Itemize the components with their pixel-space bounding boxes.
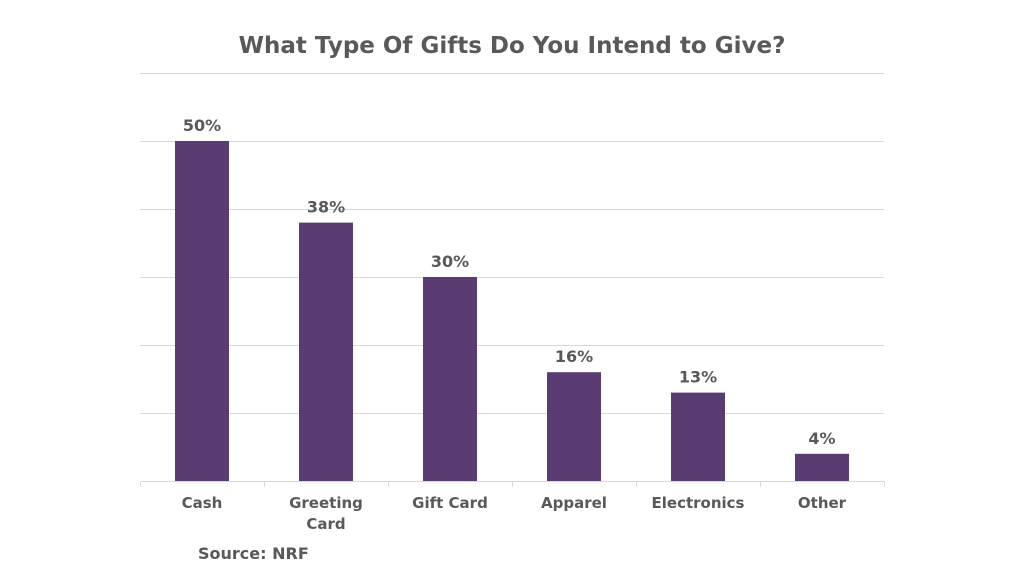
data-label: 16%: [555, 347, 593, 366]
bar: [671, 392, 725, 481]
bar: [423, 277, 477, 481]
bar: [175, 141, 229, 481]
data-label: 4%: [808, 429, 835, 448]
gridlines: [140, 73, 884, 414]
data-label: 50%: [183, 116, 221, 135]
data-label: 30%: [431, 252, 469, 271]
chart-title: What Type Of Gifts Do You Intend to Give…: [239, 33, 786, 59]
x-tick-label: Other: [798, 494, 847, 512]
bar: [795, 453, 849, 481]
data-label: 13%: [679, 368, 717, 387]
data-label: 38%: [307, 198, 345, 217]
x-tick-label: Greeting Card: [289, 494, 363, 533]
x-axis: Cash Greeting Card Gift Card Apparel Electron…: [140, 481, 885, 533]
x-tick-label: Electronics: [652, 494, 745, 512]
x-tick-label: Gift Card: [412, 494, 488, 512]
bars: [175, 141, 849, 481]
x-tick-label: Cash: [182, 494, 223, 512]
x-tick-label: Apparel: [541, 494, 607, 512]
source-note: Source: NRF: [198, 544, 309, 563]
data-labels: 50% 38% 30% 16% 13% 4%: [183, 116, 836, 448]
bar: [547, 372, 601, 481]
bar: [299, 222, 353, 481]
